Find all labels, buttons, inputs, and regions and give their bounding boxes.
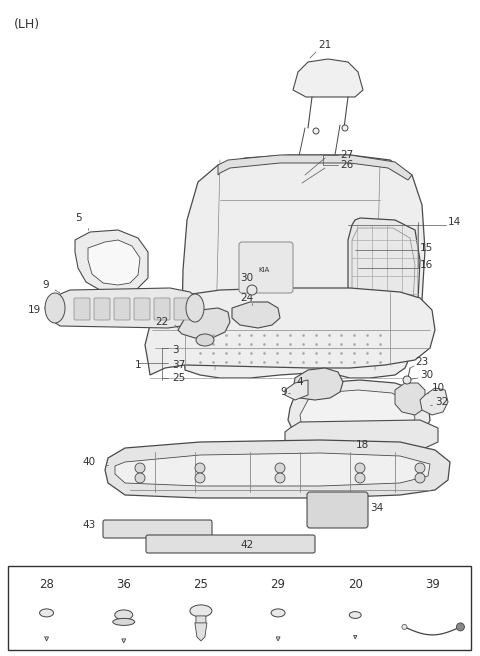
Polygon shape (88, 240, 140, 285)
Text: 30: 30 (420, 370, 433, 380)
Circle shape (247, 285, 257, 295)
Polygon shape (285, 420, 438, 448)
Circle shape (342, 125, 348, 131)
Text: 43: 43 (82, 520, 95, 530)
Ellipse shape (115, 610, 133, 620)
Circle shape (135, 473, 145, 483)
Circle shape (415, 473, 425, 483)
Ellipse shape (271, 609, 285, 617)
Polygon shape (145, 288, 435, 375)
Text: 42: 42 (240, 540, 253, 550)
Polygon shape (8, 566, 471, 650)
Text: 20: 20 (348, 579, 363, 592)
Polygon shape (195, 623, 207, 641)
Circle shape (195, 473, 205, 483)
Ellipse shape (349, 611, 361, 619)
Circle shape (402, 625, 407, 629)
FancyBboxPatch shape (174, 298, 190, 320)
Text: 18: 18 (356, 440, 369, 450)
Text: 1: 1 (135, 360, 142, 370)
Circle shape (456, 623, 465, 631)
Polygon shape (232, 302, 280, 328)
FancyBboxPatch shape (134, 298, 150, 320)
Text: 29: 29 (271, 579, 286, 592)
Polygon shape (293, 368, 343, 400)
Polygon shape (45, 288, 200, 328)
Polygon shape (178, 308, 230, 338)
Text: 39: 39 (425, 579, 440, 592)
Text: 5: 5 (75, 213, 82, 223)
FancyBboxPatch shape (239, 242, 293, 293)
Text: 22: 22 (155, 317, 168, 327)
Text: 21: 21 (318, 40, 331, 50)
Text: 4: 4 (296, 377, 302, 387)
Text: 9: 9 (42, 280, 48, 290)
Text: 27: 27 (340, 150, 353, 160)
FancyBboxPatch shape (103, 520, 212, 538)
Polygon shape (348, 218, 420, 338)
Ellipse shape (45, 293, 65, 323)
FancyBboxPatch shape (196, 616, 206, 624)
Circle shape (355, 463, 365, 473)
Circle shape (415, 463, 425, 473)
FancyBboxPatch shape (94, 298, 110, 320)
Polygon shape (45, 637, 48, 641)
Text: 14: 14 (448, 217, 461, 227)
Polygon shape (420, 388, 448, 415)
Text: 34: 34 (370, 503, 383, 513)
Text: 25: 25 (193, 579, 208, 592)
Polygon shape (276, 637, 280, 641)
Circle shape (403, 376, 411, 384)
Polygon shape (288, 380, 430, 448)
Text: 25: 25 (172, 373, 185, 383)
Circle shape (195, 463, 205, 473)
Ellipse shape (196, 334, 214, 346)
Polygon shape (218, 155, 412, 180)
Polygon shape (285, 380, 308, 400)
Polygon shape (321, 173, 335, 188)
Polygon shape (300, 390, 415, 440)
Text: 32: 32 (435, 397, 448, 407)
Circle shape (135, 463, 145, 473)
Polygon shape (354, 636, 357, 639)
Polygon shape (122, 639, 126, 643)
Polygon shape (182, 155, 425, 378)
Polygon shape (283, 175, 297, 190)
FancyBboxPatch shape (114, 298, 130, 320)
Polygon shape (75, 230, 148, 293)
Text: 10: 10 (432, 383, 445, 393)
Text: (LH): (LH) (14, 18, 40, 31)
Ellipse shape (186, 294, 204, 322)
Circle shape (355, 473, 365, 483)
Text: 15: 15 (420, 243, 433, 253)
Polygon shape (115, 453, 430, 486)
Ellipse shape (39, 609, 54, 617)
Text: 26: 26 (340, 160, 353, 170)
FancyBboxPatch shape (154, 298, 170, 320)
Polygon shape (105, 440, 450, 498)
Circle shape (275, 473, 285, 483)
Ellipse shape (190, 605, 212, 617)
Text: 28: 28 (39, 579, 54, 592)
Polygon shape (293, 59, 363, 97)
Text: 40: 40 (82, 457, 95, 467)
Text: KIA: KIA (258, 267, 269, 273)
Text: 19: 19 (28, 305, 41, 315)
Text: 37: 37 (172, 360, 185, 370)
Circle shape (275, 463, 285, 473)
Text: 16: 16 (420, 260, 433, 270)
FancyBboxPatch shape (307, 492, 368, 528)
Polygon shape (395, 383, 425, 415)
Text: 9: 9 (280, 387, 287, 397)
Text: 3: 3 (172, 345, 179, 355)
Text: 36: 36 (116, 579, 131, 592)
Text: 23: 23 (415, 357, 428, 367)
FancyBboxPatch shape (146, 535, 315, 553)
Ellipse shape (113, 619, 135, 625)
FancyBboxPatch shape (74, 298, 90, 320)
Text: 24: 24 (240, 293, 253, 303)
Text: 30: 30 (240, 273, 253, 283)
Circle shape (313, 128, 319, 134)
